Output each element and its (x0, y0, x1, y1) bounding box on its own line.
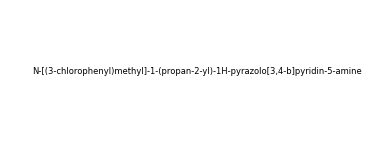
Text: N-[(3-chlorophenyl)methyl]-1-(propan-2-yl)-1H-pyrazolo[3,4-b]pyridin-5-amine: N-[(3-chlorophenyl)methyl]-1-(propan-2-y… (32, 67, 362, 76)
